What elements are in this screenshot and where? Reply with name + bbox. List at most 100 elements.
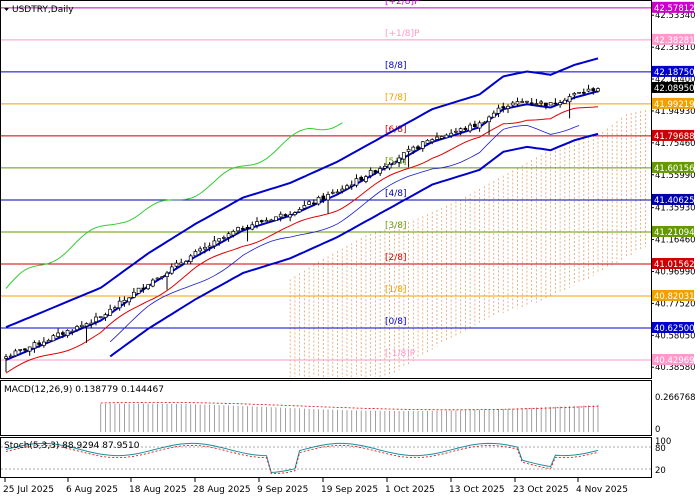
candle-body [212,240,217,247]
macd-pane[interactable]: MACD(12,26,9) 0.138779 0.144467 0.266768… [0,380,696,436]
candle-body [468,124,472,132]
candle-body [591,88,596,92]
murrey-level-label: [3/8] [385,221,407,231]
candle-body [70,330,75,333]
candle-body [491,112,496,118]
candle-body [113,307,117,310]
candle-body [330,191,335,194]
candle-body [250,224,255,230]
candle-body [311,202,316,205]
price-tick-label: 40.77520 [655,299,696,309]
candle-body [132,291,136,298]
candle-body [364,176,368,182]
candles[interactable] [4,84,600,373]
murrey-level-label: [8/8] [385,61,407,71]
candle-body [198,248,203,252]
stoch-pane-border [0,437,652,478]
candle-body [217,238,221,242]
price-tick-label: 41.16460 [655,236,696,246]
murrey-level-label: [1/8] [385,285,407,295]
murrey-level-label: [7/8] [385,93,407,103]
price-tag-text: 40.62500 [654,324,695,334]
time-tick-label: 28 Aug 2025 [193,485,251,495]
candle-body [321,195,326,200]
candle-body [302,205,307,209]
dropdown-triangle-icon[interactable] [4,8,9,11]
bollinger-upper [5,57,599,329]
candle-body [401,152,406,160]
candle-body [553,102,558,105]
price-axis: 42.53340 42.33810 42.14400 41.94930 41.75460… [651,11,696,373]
candle-body [103,314,108,318]
candle-body [89,322,94,325]
candle-body [51,335,56,342]
stochastic-lines [5,442,599,474]
candle-body [127,297,131,303]
candle-body [179,262,184,265]
candle-body [222,237,226,239]
stoch-main [5,442,599,474]
candle-body [141,287,146,290]
candle-body [458,128,463,132]
price-tag-bg [652,161,694,173]
price-tag-bg [652,322,694,334]
candle-body [340,188,345,192]
candle-body [4,356,8,359]
candle-body [236,227,240,232]
candle-body [420,141,425,149]
price-tick-label: 40.58050 [655,331,696,341]
candle-body [596,88,600,92]
candle-body [345,185,349,190]
price-tag-bg [652,289,694,301]
price-tag-bg [652,97,694,109]
candle-body [510,102,515,106]
candle-body [94,316,98,323]
candle-body [84,323,89,327]
stoch-tick-80: 80 [655,444,666,454]
time-tick-label: 6 Aug 2025 [66,485,118,495]
symbol-header[interactable]: USDTRY,Daily [4,5,74,15]
candle-body [349,184,354,187]
candle-body [487,116,491,123]
candle-body [245,226,250,229]
candle-body [411,146,416,152]
candle-body [562,99,567,104]
candle-body [392,161,397,165]
price-tag-bg [652,225,694,237]
price-tag-text: 42.18750 [654,68,695,78]
time-tick-label: 18 Aug 2025 [129,485,187,495]
candle-body [572,93,577,96]
candle-body [278,213,283,218]
candle-body [439,136,444,139]
candle-body [117,300,122,309]
candle-body [207,245,212,248]
price-tag-text: 41.99219 [654,100,695,110]
candle-body [473,123,477,128]
candle-body [449,132,454,137]
price-pane-border [0,0,652,379]
candle-body [288,214,293,218]
candle-body [269,219,274,222]
candle-body [174,262,179,267]
candle-body [354,178,359,186]
ichimoku-cloud [289,110,646,377]
stoch-pane[interactable]: Stoch(5,3,3) 88.9294 87.9510 100 80 20 [0,437,672,478]
price-tick-label: 42.14400 [655,75,696,85]
candle-body [240,228,245,230]
candle-body [387,163,392,169]
current-price-tag-bg [652,81,694,93]
candle-body [482,122,487,124]
candle-body [32,342,37,349]
candle-body [184,261,188,265]
candle-body [42,341,46,346]
candle-body [155,277,160,280]
price-pane[interactable]: [+2/8]P[+1/8]P[8/8][7/8][6/8][5/8][4/8][… [0,0,696,379]
candle-body [548,102,553,106]
macd-pane-border [0,380,652,436]
time-tick-label: 4 Nov 2025 [576,485,628,495]
macd-label: MACD(12,26,9) 0.138779 0.144467 [4,385,164,395]
candle-body [577,91,581,94]
candle-body [501,106,506,109]
candle-body [368,170,373,176]
